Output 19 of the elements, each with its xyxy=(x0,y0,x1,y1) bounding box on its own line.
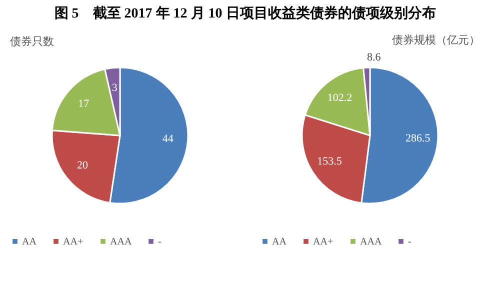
legend-label: AA xyxy=(272,236,288,248)
legend-label: AA+ xyxy=(63,236,84,248)
data-label: 44 xyxy=(162,133,174,146)
data-label: 153.5 xyxy=(317,155,342,168)
legend-label: AAA xyxy=(360,236,382,248)
legend-label: AAA xyxy=(110,236,132,248)
data-label: 286.5 xyxy=(406,132,431,145)
data-label: 17 xyxy=(78,98,90,110)
legend-label: - xyxy=(408,236,412,248)
data-label: 3 xyxy=(112,82,118,94)
data-label: 8.6 xyxy=(366,52,382,64)
chart-subtitle: 债券只数 xyxy=(10,35,54,48)
chart-subtitle: 债券规模（亿元） xyxy=(392,34,480,47)
legend-label: AA+ xyxy=(313,236,334,248)
data-label: 20 xyxy=(76,159,88,172)
legend-label: AA xyxy=(22,236,38,248)
data-label: 102.2 xyxy=(327,92,352,104)
legend-label: - xyxy=(158,236,162,248)
text: 图 5 截至 2017 年 12 月 10 日项目收益类债券的债项级别分布 xyxy=(54,6,436,22)
